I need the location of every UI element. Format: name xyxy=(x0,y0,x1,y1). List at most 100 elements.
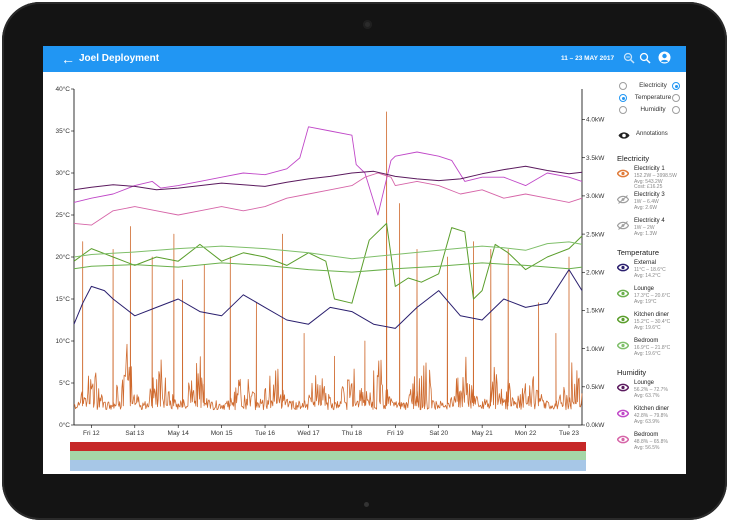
x-tick-label: Sat 13 xyxy=(125,430,144,437)
x-tick-label: Tue 16 xyxy=(255,430,275,437)
legend-item-temperature-lounge[interactable]: Lounge 17.3°C – 20.6°C Avg: 19°C xyxy=(615,286,686,312)
legend-series-stat: 15.2°C – 30.4°C xyxy=(634,319,671,325)
page-title: Joel Deployment xyxy=(79,53,160,64)
annotations-label: Annotations xyxy=(636,131,668,137)
x-tick-label: May 14 xyxy=(168,430,190,437)
legend-series-name: Bedroom xyxy=(634,432,659,438)
left-axis-radio[interactable] xyxy=(619,94,627,102)
legend-series-name: Electricity 4 xyxy=(634,218,665,224)
right-axis-radio[interactable] xyxy=(672,94,680,102)
eye-icon[interactable] xyxy=(617,263,629,272)
legend-series-name: Electricity 1 xyxy=(634,166,665,172)
eye-icon[interactable] xyxy=(617,315,629,324)
x-tick-label: Thu 18 xyxy=(342,430,363,437)
y-right-tick-label: 2.5kW xyxy=(586,231,605,238)
legend-series-name: Electricity 3 xyxy=(634,192,665,198)
x-tick-label: Mon 15 xyxy=(211,430,233,437)
eye-off-icon[interactable] xyxy=(617,195,629,204)
date-range-label[interactable]: 11 – 23 MAY 2017 xyxy=(561,55,615,62)
eye-icon[interactable] xyxy=(617,383,629,392)
legend-item-temperature-kitchen-diner[interactable]: Kitchen diner 15.2°C – 30.4°C Avg: 19.6°C xyxy=(615,312,686,338)
legend-series-stat: Avg: 2.6W xyxy=(634,204,657,211)
x-tick-label: May 21 xyxy=(471,430,493,437)
legend-item-temperature-external[interactable]: External 11°C – 18.6°C Avg: 14.2°C xyxy=(615,260,686,286)
y-right-tick-label: 4.0kW xyxy=(586,117,605,124)
x-tick-label: Fri 19 xyxy=(387,430,404,437)
toggle-label: Humidity xyxy=(640,106,666,113)
eye-off-icon[interactable] xyxy=(617,221,629,230)
y-left-tick-label: 20°C xyxy=(55,253,70,261)
legend-series-stat: Avg: 19.6°C xyxy=(634,324,661,331)
legend-item-humidity-kitchen-diner[interactable]: Kitchen diner 42.8% – 79.8% Avg: 63.9% xyxy=(615,406,686,432)
x-tick-label: Tue 23 xyxy=(559,430,579,437)
y-left-tick-label: 15°C xyxy=(55,295,70,303)
timeline-band xyxy=(70,442,586,451)
legend-series-stat: 17.3°C – 20.6°C xyxy=(634,293,671,299)
zoom-out-icon[interactable] xyxy=(623,52,635,64)
app-screen: ← Joel Deployment 11 – 23 MAY 2017 0°C 5°… xyxy=(43,46,686,474)
legend-item-humidity-lounge[interactable]: Lounge 56.2% – 72.7% Avg: 63.7% xyxy=(615,380,686,406)
y-left-tick-label: 0°C xyxy=(59,421,70,429)
legend-series-stat: 16.9°C – 21.8°C xyxy=(634,345,671,351)
legend-series-stat: Avg: 19.6°C xyxy=(634,350,661,357)
y-left-tick-label: 25°C xyxy=(55,211,70,219)
y-left-tick-label: 30°C xyxy=(55,169,70,177)
hum-bedroom-series-line xyxy=(73,172,583,226)
legend-series-name: External xyxy=(634,260,657,266)
right-axis-radio[interactable] xyxy=(672,106,680,114)
left-axis-radio[interactable] xyxy=(619,82,627,90)
legend-series-stat: Avg: 63.7% xyxy=(634,392,660,399)
legend-item-electricity-electricity-4[interactable]: Electricity 4 1W – 2W Avg: 1.3W xyxy=(615,218,686,244)
app-bar: ← Joel Deployment 11 – 23 MAY 2017 xyxy=(43,46,686,72)
toggle-row-temperature: Temperature xyxy=(615,93,686,103)
toggle-label: Electricity xyxy=(639,82,667,89)
y-right-tick-label: 0.5kW xyxy=(586,384,605,391)
toggle-row-humidity: Humidity xyxy=(615,105,686,115)
legend-series-stat: Avg: 14.2°C xyxy=(634,272,661,279)
x-tick-label: Fri 12 xyxy=(83,430,100,437)
time-series-chart[interactable]: 0°C 5°C 10°C 15°C 20°C 25°C 30°C 35°C 40°C 0.0kW 0… xyxy=(43,72,615,474)
y-right-tick-label: 0.0kW xyxy=(586,422,605,429)
home-indicator xyxy=(364,502,369,507)
legend-item-humidity-bedroom[interactable]: Bedroom 48.8% – 65.8% Avg: 56.5% xyxy=(615,432,686,458)
left-axis-radio[interactable] xyxy=(619,106,627,114)
x-tick-label: Sat 20 xyxy=(429,430,448,437)
legend-series-stat: 1W – 6.4W xyxy=(634,199,659,205)
y-left-tick-label: 35°C xyxy=(55,127,70,135)
y-right-tick-label: 3.5kW xyxy=(586,155,605,162)
temp-kitchen-series-line xyxy=(73,222,583,304)
temp-external-series-line xyxy=(73,269,583,329)
eye-icon[interactable] xyxy=(617,409,629,418)
legend-item-temperature-bedroom[interactable]: Bedroom 16.9°C – 21.8°C Avg: 19.6°C xyxy=(615,338,686,364)
hum-kitchen-series-line xyxy=(73,126,583,216)
legend-series-stat: Cost: £16.25 xyxy=(634,184,663,190)
x-tick-label: Wed 17 xyxy=(297,430,320,437)
hum-lounge-series-line xyxy=(73,165,583,191)
sidebar-panel: Electricity Temperature Humidity Annotation… xyxy=(615,72,686,474)
back-arrow-icon[interactable]: ← xyxy=(61,51,75,67)
legend-series-stat: 1W – 2W xyxy=(634,225,655,231)
eye-icon[interactable] xyxy=(617,289,629,298)
eye-icon[interactable] xyxy=(617,341,629,350)
legend-series-stat: Avg: 543.2W xyxy=(634,178,663,185)
eye-icon[interactable] xyxy=(617,435,629,444)
y-left-tick-label: 40°C xyxy=(55,85,70,93)
section-title-temperature: Temperature xyxy=(617,248,660,257)
temp-bedroom-series-line xyxy=(73,241,583,260)
legend-series-stat: 11°C – 18.6°C xyxy=(634,267,666,273)
legend-series-stat: Avg: 63.9% xyxy=(634,418,660,425)
timeline-band xyxy=(70,451,586,460)
y-right-tick-label: 3.0kW xyxy=(586,193,605,200)
legend-item-electricity-electricity-1[interactable]: Electricity 1 152.2W – 3998.5W Avg: 543.2W… xyxy=(615,166,686,192)
legend-series-name: Bedroom xyxy=(634,338,659,344)
y-left-tick-label: 5°C xyxy=(59,379,70,387)
right-axis-radio[interactable] xyxy=(672,82,680,90)
annotations-toggle[interactable]: Annotations xyxy=(618,129,686,141)
eye-icon[interactable] xyxy=(617,169,629,178)
legend-series-name: Lounge xyxy=(634,286,655,292)
search-icon[interactable] xyxy=(639,52,651,64)
section-title-humidity: Humidity xyxy=(617,368,647,377)
legend-item-electricity-electricity-3[interactable]: Electricity 3 1W – 6.4W Avg: 2.6W xyxy=(615,192,686,218)
account-icon[interactable] xyxy=(658,51,671,64)
legend-series-stat: Avg: 1.3W xyxy=(634,230,657,237)
